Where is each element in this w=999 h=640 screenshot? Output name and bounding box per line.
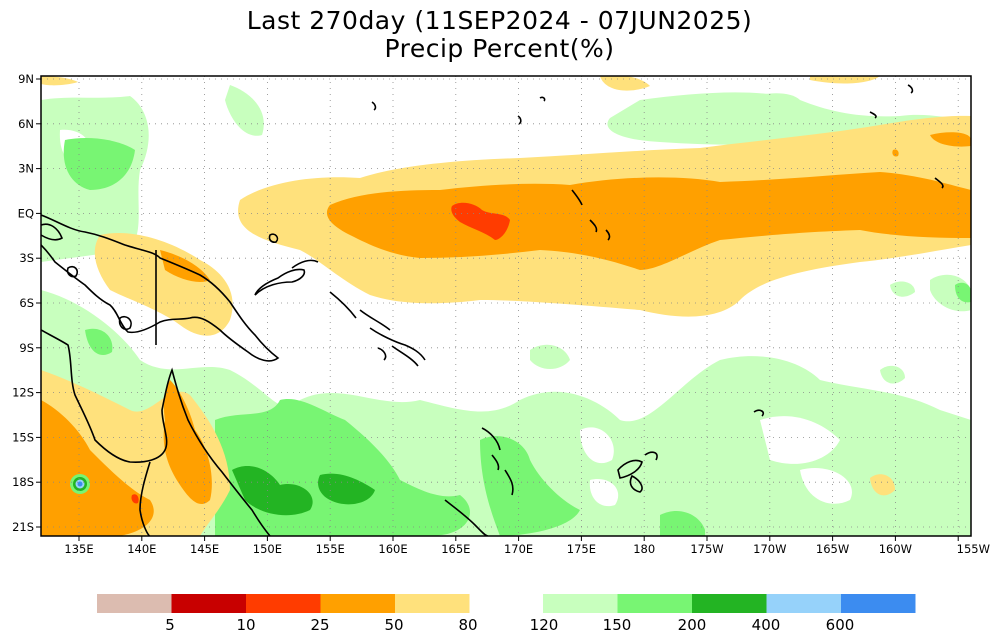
legend-swatch <box>617 594 692 613</box>
legend-swatch <box>692 594 767 613</box>
lon-tick-label: 175E <box>567 542 596 556</box>
legend-swatch <box>766 594 841 613</box>
legend-label: 5 <box>165 616 175 634</box>
lon-tick-label: 135E <box>64 542 93 556</box>
legend-swatch <box>97 594 172 613</box>
lat-tick-label: 18S <box>12 475 34 489</box>
lat-tick-label: 3S <box>19 251 34 265</box>
lat-tick-label: 21S <box>12 520 34 534</box>
lat-tick-label: EQ <box>18 206 34 220</box>
legend-label: 120 <box>530 616 559 634</box>
precip-10-25-areas <box>131 202 510 504</box>
lat-tick-label: 6S <box>19 296 34 310</box>
precip-200-400-areas <box>232 465 375 516</box>
map-title-line2: Precip Percent(%) <box>384 34 615 63</box>
legend-swatch <box>171 594 246 613</box>
legend-label: 200 <box>678 616 707 634</box>
legend-label: 50 <box>384 616 403 634</box>
lon-tick-label: 160W <box>879 542 912 556</box>
lat-tick-label: 6N <box>18 117 34 131</box>
map-graticule <box>41 76 971 536</box>
legend-label: 10 <box>236 616 255 634</box>
coastlines <box>41 84 944 536</box>
legend-swatch <box>395 594 470 613</box>
longitude-axis: 135E 140E 145E 150E 155E 160E 165E 170E 175E 180 1… <box>64 536 990 556</box>
lat-tick-label: 9S <box>19 341 34 355</box>
precip-high-cell <box>70 474 90 494</box>
lon-tick-label: 145E <box>190 542 219 556</box>
lat-tick-label: 9N <box>18 72 34 86</box>
legend-swatch <box>841 594 916 613</box>
lon-tick-label: 175W <box>690 542 723 556</box>
legend-label: 80 <box>458 616 477 634</box>
lon-tick-label: 180 <box>633 542 655 556</box>
precip-field <box>41 76 971 536</box>
lon-tick-label: 155W <box>957 542 990 556</box>
lat-tick-label: 15S <box>12 430 34 444</box>
legend-swatch <box>246 594 321 613</box>
color-legend: 5 10 25 50 80 120 150 200 400 600 <box>97 594 916 634</box>
lon-tick-label: 165W <box>816 542 849 556</box>
legend-swatch <box>320 594 395 613</box>
lat-tick-label: 3N <box>18 162 34 176</box>
legend-label: 400 <box>752 616 781 634</box>
lon-tick-label: 170E <box>504 542 533 556</box>
legend-label: 150 <box>603 616 632 634</box>
map-frame <box>40 75 972 537</box>
lon-tick-label: 150E <box>253 542 282 556</box>
map-title-line1: Last 270day (11SEP2024 - 07JUN2025) <box>246 6 753 35</box>
lat-tick-label: 12S <box>12 386 34 400</box>
lon-tick-label: 165E <box>441 542 470 556</box>
lon-tick-label: 170W <box>753 542 786 556</box>
lon-tick-label: 155E <box>316 542 345 556</box>
lon-tick-label: 160E <box>378 542 407 556</box>
lon-tick-label: 140E <box>127 542 156 556</box>
legend-label: 600 <box>826 616 855 634</box>
legend-label: 25 <box>310 616 329 634</box>
latitude-axis: 9N 6N 3N EQ 3S 6S 9S 12S 15S 18S 21S <box>12 72 41 534</box>
legend-swatch <box>543 594 618 613</box>
precip-25-50-areas <box>41 132 971 536</box>
